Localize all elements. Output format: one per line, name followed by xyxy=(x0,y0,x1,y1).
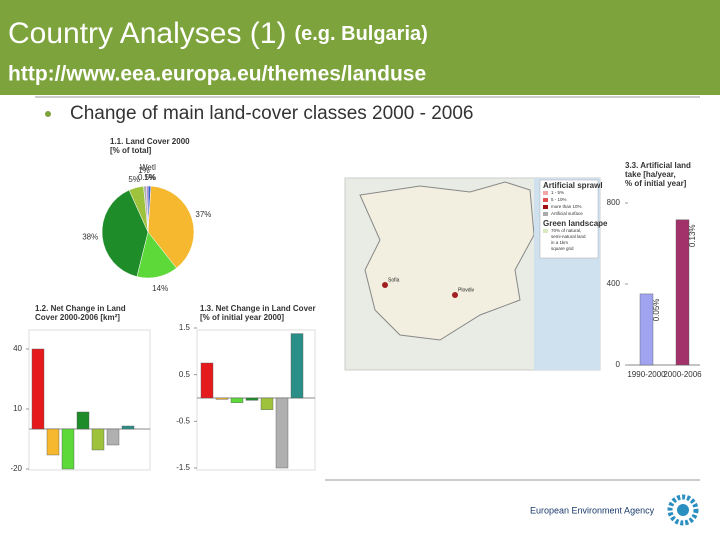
legend-swatch xyxy=(543,212,548,216)
bullet-text: Change of main land-cover classes 2000 -… xyxy=(70,103,473,124)
y-tick-label: 10 xyxy=(13,404,22,413)
map xyxy=(344,177,601,371)
city-label: Sofia xyxy=(388,277,400,283)
pie-label: 1% xyxy=(144,173,156,182)
bar xyxy=(76,411,90,430)
bar xyxy=(215,397,229,400)
map-legend xyxy=(539,179,599,259)
pie-label: 5% xyxy=(128,175,140,184)
bar-label: 0.05% xyxy=(652,299,661,322)
legend-label: 5 - 10% xyxy=(551,197,567,202)
eea-logo xyxy=(667,494,699,526)
url: http://www.eea.europa.eu/themes/landuse xyxy=(8,63,426,86)
chart-title: 1.3. Net Change in Land Cover xyxy=(200,304,316,313)
x-tick-label: 1990-2000 xyxy=(627,370,666,379)
legend-note: 70% of natural, xyxy=(551,228,581,233)
y-tick-label: -0.5 xyxy=(176,416,190,425)
legend-note: in a 1km xyxy=(551,240,568,245)
header-band xyxy=(0,0,720,95)
legend-swatch xyxy=(543,205,548,209)
plot-frame xyxy=(196,329,316,471)
y-tick-label: 400 xyxy=(607,279,621,288)
footer-text: European Environment Agency xyxy=(530,505,655,515)
chart-title: % of initial year] xyxy=(625,179,687,188)
bar xyxy=(230,397,244,403)
title-sub: (e.g. Bulgaria) xyxy=(294,23,427,45)
bar xyxy=(200,362,214,399)
y-tick-label: 0.5 xyxy=(179,370,191,379)
bar xyxy=(106,428,120,446)
map-country xyxy=(359,181,535,341)
bar xyxy=(675,219,690,366)
bar xyxy=(639,293,654,366)
legend-title: Artificial sprawl xyxy=(543,181,603,190)
y-tick-label: 1.5 xyxy=(179,323,191,332)
city-dot xyxy=(452,292,458,298)
slide-title: Country Analyses (1) (e.g. Bulgaria) xyxy=(8,17,428,50)
chart-title: Cover 2000-2006 [km²] xyxy=(35,313,120,322)
title-main: Country Analyses (1) xyxy=(8,17,286,50)
pie-label: 38% xyxy=(82,232,98,241)
logo-core xyxy=(677,504,689,516)
bar xyxy=(31,348,45,430)
pie-label: 1% xyxy=(138,166,150,175)
pie-slice xyxy=(147,185,195,269)
legend-swatch xyxy=(543,229,548,233)
y-tick-label: -20 xyxy=(10,464,22,473)
bar xyxy=(260,397,274,410)
chart-title: 3.3. Artificial land xyxy=(625,161,691,170)
bar xyxy=(91,428,105,451)
bar xyxy=(46,428,60,456)
y-tick-label: 0 xyxy=(616,360,621,369)
chart-title: take [ha/year, xyxy=(625,170,676,179)
legend-swatch xyxy=(543,191,548,195)
pie-label: 14% xyxy=(152,284,168,293)
pie-label: 0.5% xyxy=(138,173,156,182)
pie-annotation: Wetl xyxy=(140,163,156,172)
plot-frame xyxy=(28,329,151,471)
logo-ring xyxy=(667,494,699,526)
legend-label: more than 10% xyxy=(551,204,582,209)
pie-slice xyxy=(146,185,149,233)
x-tick-label: 2000-2006 xyxy=(663,370,702,379)
legend-label: 1 - 5% xyxy=(551,190,564,195)
city-label: Plovdiv xyxy=(458,287,475,293)
bullet-dot xyxy=(45,111,51,117)
y-tick-label: 40 xyxy=(13,344,22,353)
bar xyxy=(61,428,75,470)
legend-swatch xyxy=(543,198,548,202)
legend-title: Green landscape xyxy=(543,219,608,228)
chart-title: 1.2. Net Change in Land xyxy=(35,304,126,313)
bar-label: 0.13% xyxy=(688,224,697,247)
bar xyxy=(245,397,259,401)
chart-title: [% of total] xyxy=(110,146,152,155)
chart-title: 1.1. Land Cover 2000 xyxy=(110,137,190,146)
bar xyxy=(121,425,135,430)
y-tick-label: -1.5 xyxy=(176,463,190,472)
pie-slice xyxy=(101,189,149,277)
bar xyxy=(275,397,289,469)
chart-title: [% of initial year 2000] xyxy=(200,313,284,322)
y-tick-label: 800 xyxy=(607,198,621,207)
city-dot xyxy=(382,282,388,288)
bar xyxy=(290,333,304,399)
legend-note: semi-natural land xyxy=(551,234,586,239)
pie-label: 37% xyxy=(195,210,211,219)
legend-note: square grid xyxy=(551,246,574,251)
legend-label: Artificial surface xyxy=(551,211,583,216)
